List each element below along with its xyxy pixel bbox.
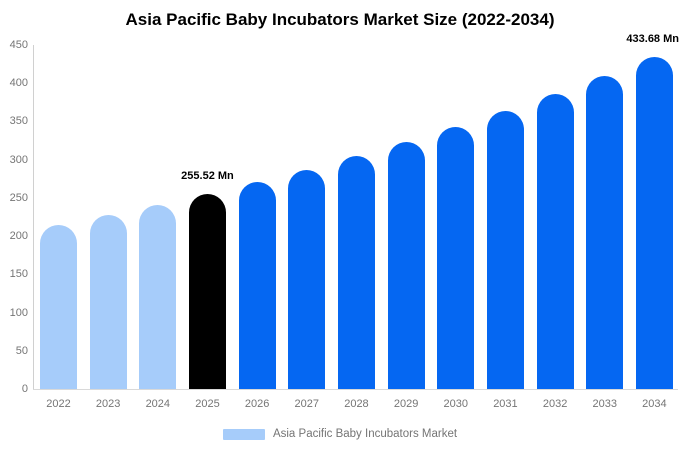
y-axis-label-250: 250 [9, 191, 28, 204]
y-axis-label-300: 300 [9, 153, 28, 166]
x-axis-label-2031: 2031 [493, 398, 518, 410]
bar-2031 [486, 110, 524, 389]
y-axis-label-100: 100 [9, 306, 28, 319]
bar-2030 [437, 126, 475, 389]
data-label-2025: 255.52 Mn [181, 169, 234, 182]
y-axis-label-200: 200 [9, 230, 28, 243]
x-axis-label-2032: 2032 [542, 398, 568, 410]
x-axis-label-2026: 2026 [244, 398, 270, 410]
x-axis-label-2028: 2028 [344, 398, 369, 410]
y-axis-label-400: 400 [9, 77, 28, 90]
x-axis-label-2024: 2024 [145, 398, 171, 410]
bar-2032 [536, 93, 574, 389]
x-axis-label-2033: 2033 [592, 398, 617, 410]
x-axis-label-2023: 2023 [95, 398, 121, 410]
data-label-2034: 433.68 Mn [626, 33, 679, 46]
bar-2024 [139, 204, 177, 389]
x-axis-label-2027: 2027 [294, 398, 320, 410]
bar-2033 [586, 76, 624, 389]
x-axis-label-2022: 2022 [46, 398, 71, 410]
bar-2029 [387, 142, 425, 389]
bar-2022 [40, 225, 77, 389]
bar-2025 [188, 193, 226, 389]
legend: Asia Pacific Baby Incubators Market [0, 426, 680, 442]
y-axis-label-0: 0 [21, 383, 28, 395]
bar-2034 [635, 57, 673, 389]
y-axis-label-450: 450 [9, 39, 28, 51]
x-axis-label-2034: 2034 [642, 398, 667, 410]
x-axis-label-2025: 2025 [195, 398, 220, 410]
bar-2027 [288, 169, 326, 389]
y-axis-label-150: 150 [9, 268, 28, 281]
bar-2026 [238, 181, 276, 389]
bar-2028 [337, 155, 375, 389]
y-axis-label-50: 50 [15, 344, 28, 357]
x-axis-label-2030: 2030 [443, 398, 468, 410]
legend-label: Asia Pacific Baby Incubators Market [272, 428, 458, 440]
bar-2023 [89, 215, 127, 389]
x-axis-label-2029: 2029 [393, 398, 419, 410]
y-axis-label-350: 350 [9, 115, 28, 128]
legend-item[interactable]: Asia Pacific Baby Incubators Market [222, 428, 458, 440]
x-axis-baseline [33, 389, 678, 390]
legend-swatch [222, 428, 265, 440]
chart-title: Asia Pacific Baby Incubators Market Size… [125, 10, 555, 29]
y-axis-line [33, 45, 34, 389]
